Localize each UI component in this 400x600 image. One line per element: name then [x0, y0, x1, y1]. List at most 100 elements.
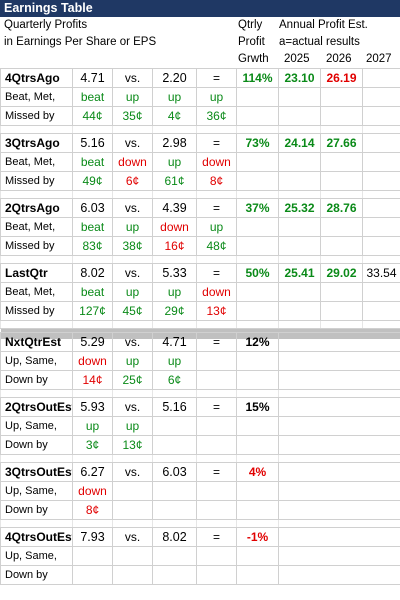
missed-by-label: Missed by	[0, 106, 73, 126]
beat-status: up	[112, 87, 153, 107]
missed-by-label: Missed by	[0, 171, 73, 191]
spacer-cell	[196, 454, 237, 463]
empty-cell	[278, 236, 321, 256]
annual-estimate-1: 27.66	[320, 133, 363, 153]
beat-status: beat	[72, 282, 113, 302]
down-by-value: 14¢	[72, 370, 113, 390]
spacer-cell	[152, 519, 197, 528]
direction-status: down	[72, 481, 113, 501]
eps-estimate: 7.93	[72, 527, 113, 547]
down-by-value	[72, 565, 113, 585]
spacer-cell	[0, 255, 73, 264]
beat-row: Beat, Met, beat up up down	[0, 282, 400, 302]
empty-cell	[236, 171, 279, 191]
direction-row: Up, Same, up up	[0, 416, 400, 436]
annual-estimate-0: 23.10	[278, 68, 321, 88]
spacer-cell	[362, 125, 400, 134]
direction-status	[112, 546, 153, 566]
down-by-row: Down by 8¢	[0, 500, 400, 520]
annual-estimate-1: 26.19	[320, 68, 363, 88]
beat-row: Beat, Met, beat up down up	[0, 217, 400, 237]
table-header: Quarterly Profits in Earnings Per Share …	[0, 17, 400, 68]
down-by-row: Down by	[0, 565, 400, 585]
prior-eps-value: 4.71	[152, 332, 197, 352]
spacer-cell	[72, 255, 113, 264]
spacer-cell	[236, 255, 279, 264]
equals-sign: =	[196, 527, 237, 547]
missed-by-value: 44¢	[72, 106, 113, 126]
spacer-cell	[152, 389, 197, 398]
equals-sign: =	[196, 68, 237, 88]
down-by-value: 3¢	[72, 435, 113, 455]
missed-row: Missed by 127¢ 45¢ 29¢ 13¢	[0, 301, 400, 321]
beat-status: up	[152, 87, 197, 107]
beat-status: down	[196, 152, 237, 172]
quarter-row: 4QtrsAgo 4.71 vs. 2.20 = 114% 23.10 26.19	[0, 68, 400, 88]
past-quarters-table: 4QtrsAgo 4.71 vs. 2.20 = 114% 23.10 26.19 Beat, …	[0, 68, 400, 339]
quarter-label: 3QtrsAgo	[0, 133, 73, 153]
direction-status: down	[72, 351, 113, 371]
equals-sign: =	[196, 263, 237, 283]
header-year-2025: 2025	[284, 53, 310, 65]
header-year-2026: 2026	[326, 53, 352, 65]
empty-cell	[236, 236, 279, 256]
empty-cell	[320, 236, 363, 256]
down-by-label: Down by	[0, 435, 73, 455]
prior-eps-value: 4.39	[152, 198, 197, 218]
quarter-label: 4QtrsAgo	[0, 68, 73, 88]
spacer-cell	[320, 320, 363, 329]
header-right-line1: Annual Profit Est.	[279, 19, 368, 31]
spacer-cell	[196, 190, 237, 199]
empty-cell	[320, 152, 363, 172]
missed-row: Missed by 83¢ 38¢ 16¢ 48¢	[0, 236, 400, 256]
eps-value: 6.03	[72, 198, 113, 218]
direction-status	[152, 416, 197, 436]
growth-value: 50%	[236, 263, 279, 283]
vs-label: vs.	[112, 263, 153, 283]
spacer-row	[0, 519, 400, 528]
empty-cell	[320, 171, 363, 191]
beat-met-label: Beat, Met,	[0, 217, 73, 237]
empty-cell	[236, 565, 279, 585]
spacer-cell	[236, 125, 279, 134]
empty-cell	[278, 301, 321, 321]
up-same-label: Up, Same,	[0, 546, 73, 566]
direction-status: up	[112, 416, 153, 436]
annual-estimate-2	[362, 133, 400, 153]
empty-cell	[236, 370, 279, 390]
header-right-line2: a=actual results	[279, 36, 360, 48]
empty-cell	[196, 481, 237, 501]
vs-label: vs.	[112, 198, 153, 218]
empty-cell	[278, 527, 400, 547]
missed-row: Missed by 49¢ 6¢ 61¢ 8¢	[0, 171, 400, 191]
spacer-cell	[278, 320, 321, 329]
growth-estimate: -1%	[236, 527, 279, 547]
spacer-cell	[72, 190, 113, 199]
empty-cell	[236, 301, 279, 321]
spacer-cell	[320, 125, 363, 134]
spacer-cell	[0, 320, 73, 329]
spacer-row	[0, 190, 400, 199]
missed-by-value: 16¢	[152, 236, 197, 256]
missed-by-value: 48¢	[196, 236, 237, 256]
spacer-row	[0, 454, 400, 463]
header-mid-line2: Profit	[238, 36, 265, 48]
spacer-cell	[0, 389, 73, 398]
empty-cell	[278, 435, 400, 455]
spacer-cell	[112, 190, 153, 199]
missed-by-value: 83¢	[72, 236, 113, 256]
empty-cell	[362, 106, 400, 126]
missed-by-label: Missed by	[0, 301, 73, 321]
direction-row: Up, Same, down up up	[0, 351, 400, 371]
direction-status	[152, 481, 197, 501]
empty-cell	[236, 500, 279, 520]
empty-cell	[278, 171, 321, 191]
down-by-value: 6¢	[152, 370, 197, 390]
missed-by-value: 38¢	[112, 236, 153, 256]
down-by-value	[152, 435, 197, 455]
spacer-cell	[72, 454, 113, 463]
prior-eps-value: 2.20	[152, 68, 197, 88]
equals-sign: =	[196, 133, 237, 153]
empty-cell	[196, 416, 237, 436]
empty-cell	[278, 500, 400, 520]
